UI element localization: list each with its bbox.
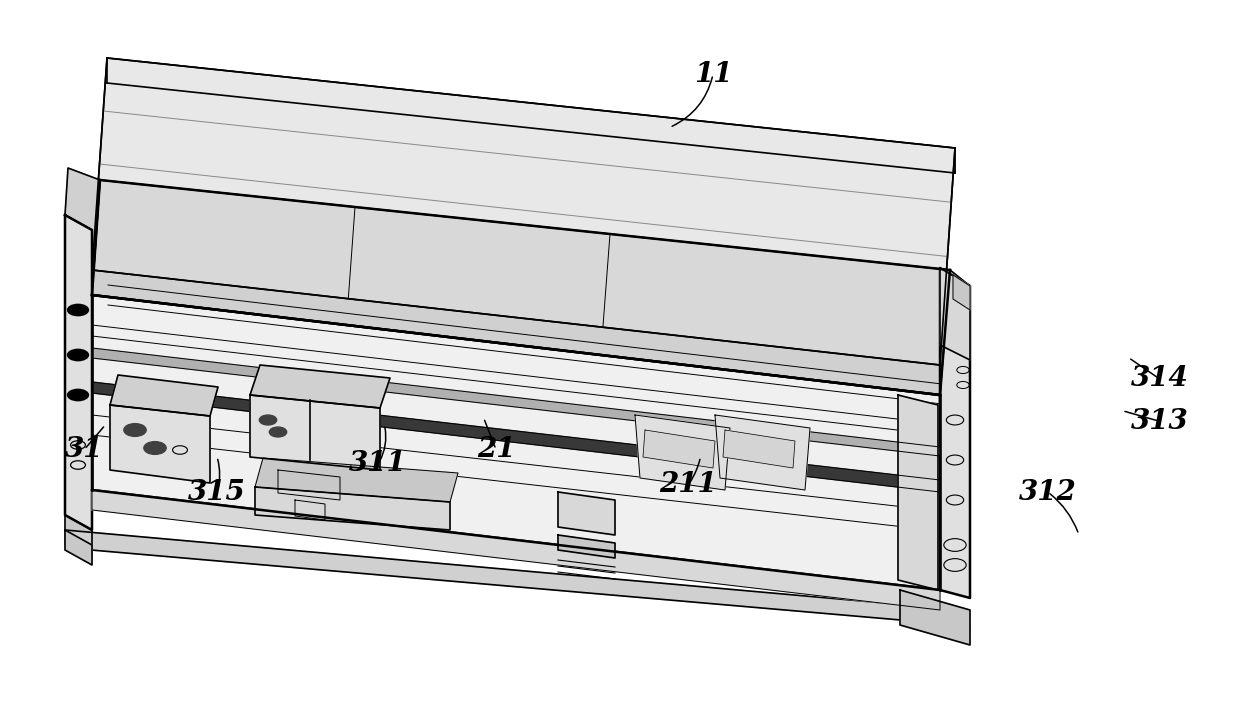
Polygon shape (92, 295, 940, 590)
Polygon shape (295, 500, 325, 520)
Polygon shape (558, 535, 615, 558)
Polygon shape (255, 487, 450, 530)
Polygon shape (92, 382, 940, 492)
Circle shape (124, 423, 146, 436)
Polygon shape (92, 180, 950, 395)
Polygon shape (250, 395, 379, 470)
Circle shape (67, 304, 89, 316)
Text: 314: 314 (1131, 365, 1188, 392)
Polygon shape (250, 365, 391, 408)
Text: 315: 315 (188, 479, 246, 506)
Polygon shape (64, 530, 92, 565)
Polygon shape (92, 270, 940, 395)
Polygon shape (723, 430, 795, 468)
Polygon shape (92, 348, 940, 456)
Polygon shape (635, 415, 730, 490)
Polygon shape (644, 430, 715, 468)
Polygon shape (954, 275, 970, 310)
Polygon shape (940, 268, 970, 395)
Polygon shape (278, 470, 340, 500)
Circle shape (67, 348, 89, 361)
Polygon shape (107, 58, 955, 173)
Circle shape (269, 427, 286, 437)
Polygon shape (110, 375, 218, 416)
Circle shape (67, 389, 89, 401)
Polygon shape (92, 58, 955, 365)
Polygon shape (900, 590, 970, 645)
Text: 211: 211 (660, 472, 717, 498)
Polygon shape (64, 530, 970, 626)
Text: 21: 21 (476, 436, 516, 463)
Polygon shape (558, 492, 615, 535)
Polygon shape (255, 458, 458, 502)
Polygon shape (64, 515, 92, 558)
Text: 313: 313 (1131, 408, 1188, 435)
Text: 11: 11 (693, 61, 733, 88)
Polygon shape (898, 395, 937, 590)
Polygon shape (64, 215, 92, 530)
Circle shape (259, 415, 277, 425)
Polygon shape (110, 405, 210, 483)
Polygon shape (64, 168, 100, 295)
Text: 31: 31 (64, 436, 104, 463)
Polygon shape (92, 490, 940, 610)
Circle shape (144, 442, 166, 455)
Polygon shape (715, 415, 810, 490)
Polygon shape (940, 268, 970, 598)
Text: 311: 311 (350, 450, 407, 477)
Polygon shape (940, 268, 970, 360)
Text: 312: 312 (1019, 479, 1076, 506)
